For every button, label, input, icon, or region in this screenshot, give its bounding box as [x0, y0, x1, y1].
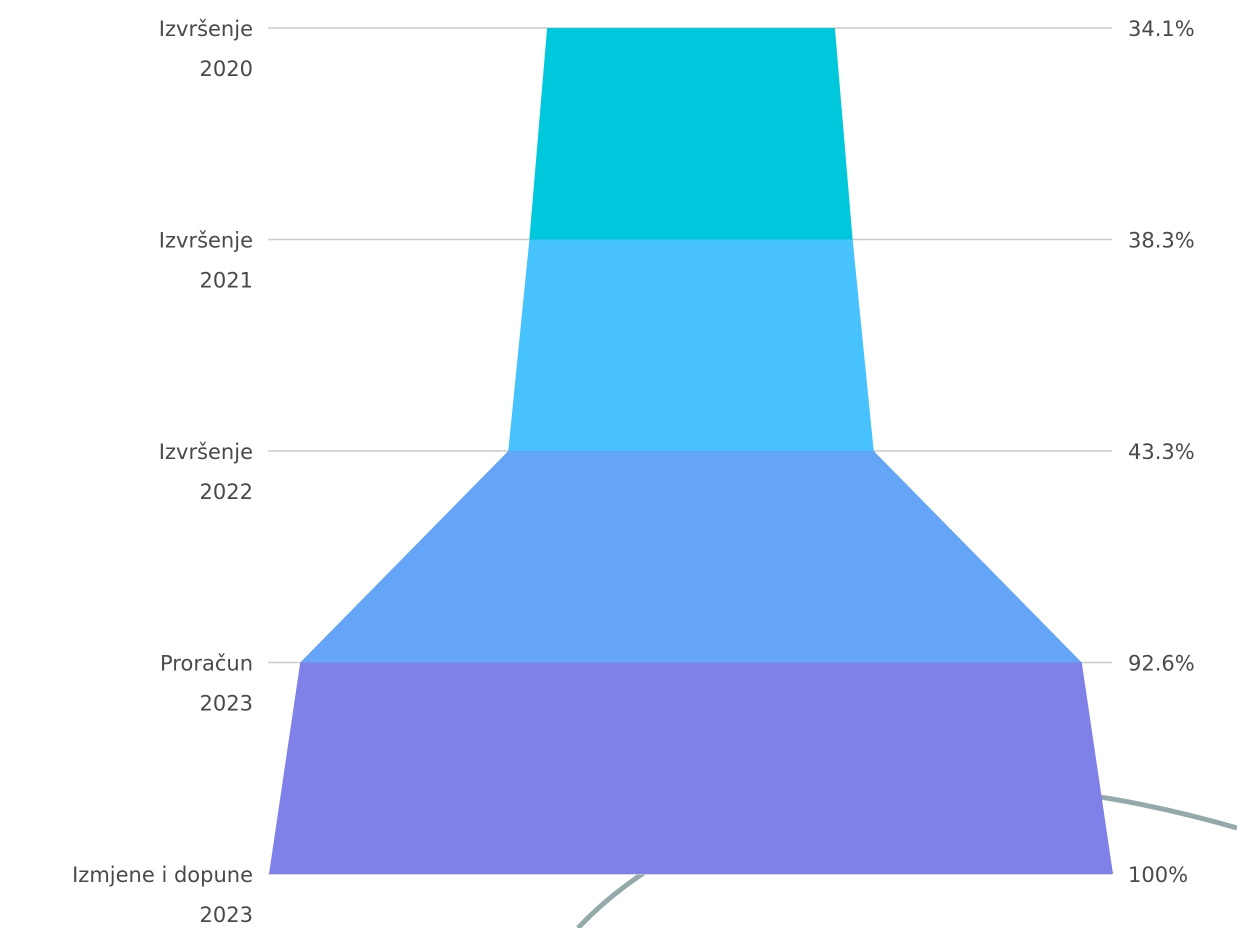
funnel-segment — [300, 451, 1082, 663]
category-label-line: 2021 — [200, 269, 253, 293]
percent-label: 34.1% — [1128, 17, 1195, 41]
category-label: Izmjene i dopune 2023 — [72, 863, 253, 927]
category-label: Izvršenje 2022 — [159, 440, 253, 504]
category-label-line: Izvršenje — [159, 17, 253, 41]
funnel-segment — [508, 239, 874, 451]
category-label-line: 2023 — [200, 692, 253, 716]
category-label-line: Izvršenje — [159, 229, 253, 253]
percent-labels: 34.1% 38.3% 43.3% 92.6% 100% — [1128, 17, 1195, 887]
percent-label: 92.6% — [1128, 652, 1195, 676]
category-label-line: 2020 — [200, 57, 253, 81]
category-label-line: 2022 — [200, 480, 253, 504]
category-label-line: Izmjene i dopune — [72, 863, 253, 887]
funnel-segment — [269, 662, 1113, 874]
category-label: Proračun 2023 — [160, 652, 253, 716]
category-label-line: Proračun — [160, 652, 253, 676]
percent-label: 43.3% — [1128, 440, 1195, 464]
percent-label: 38.3% — [1128, 229, 1195, 253]
category-label: Izvršenje 2020 — [159, 17, 253, 81]
category-labels: Izvršenje 2020 Izvršenje 2021 Izvršenje 2022 P… — [72, 17, 253, 927]
funnel-segments — [269, 28, 1113, 874]
category-label-line: 2023 — [200, 903, 253, 927]
category-label: Izvršenje 2021 — [159, 229, 253, 293]
category-label-line: Izvršenje — [159, 440, 253, 464]
funnel-segment — [529, 28, 853, 240]
percent-label: 100% — [1128, 863, 1188, 887]
